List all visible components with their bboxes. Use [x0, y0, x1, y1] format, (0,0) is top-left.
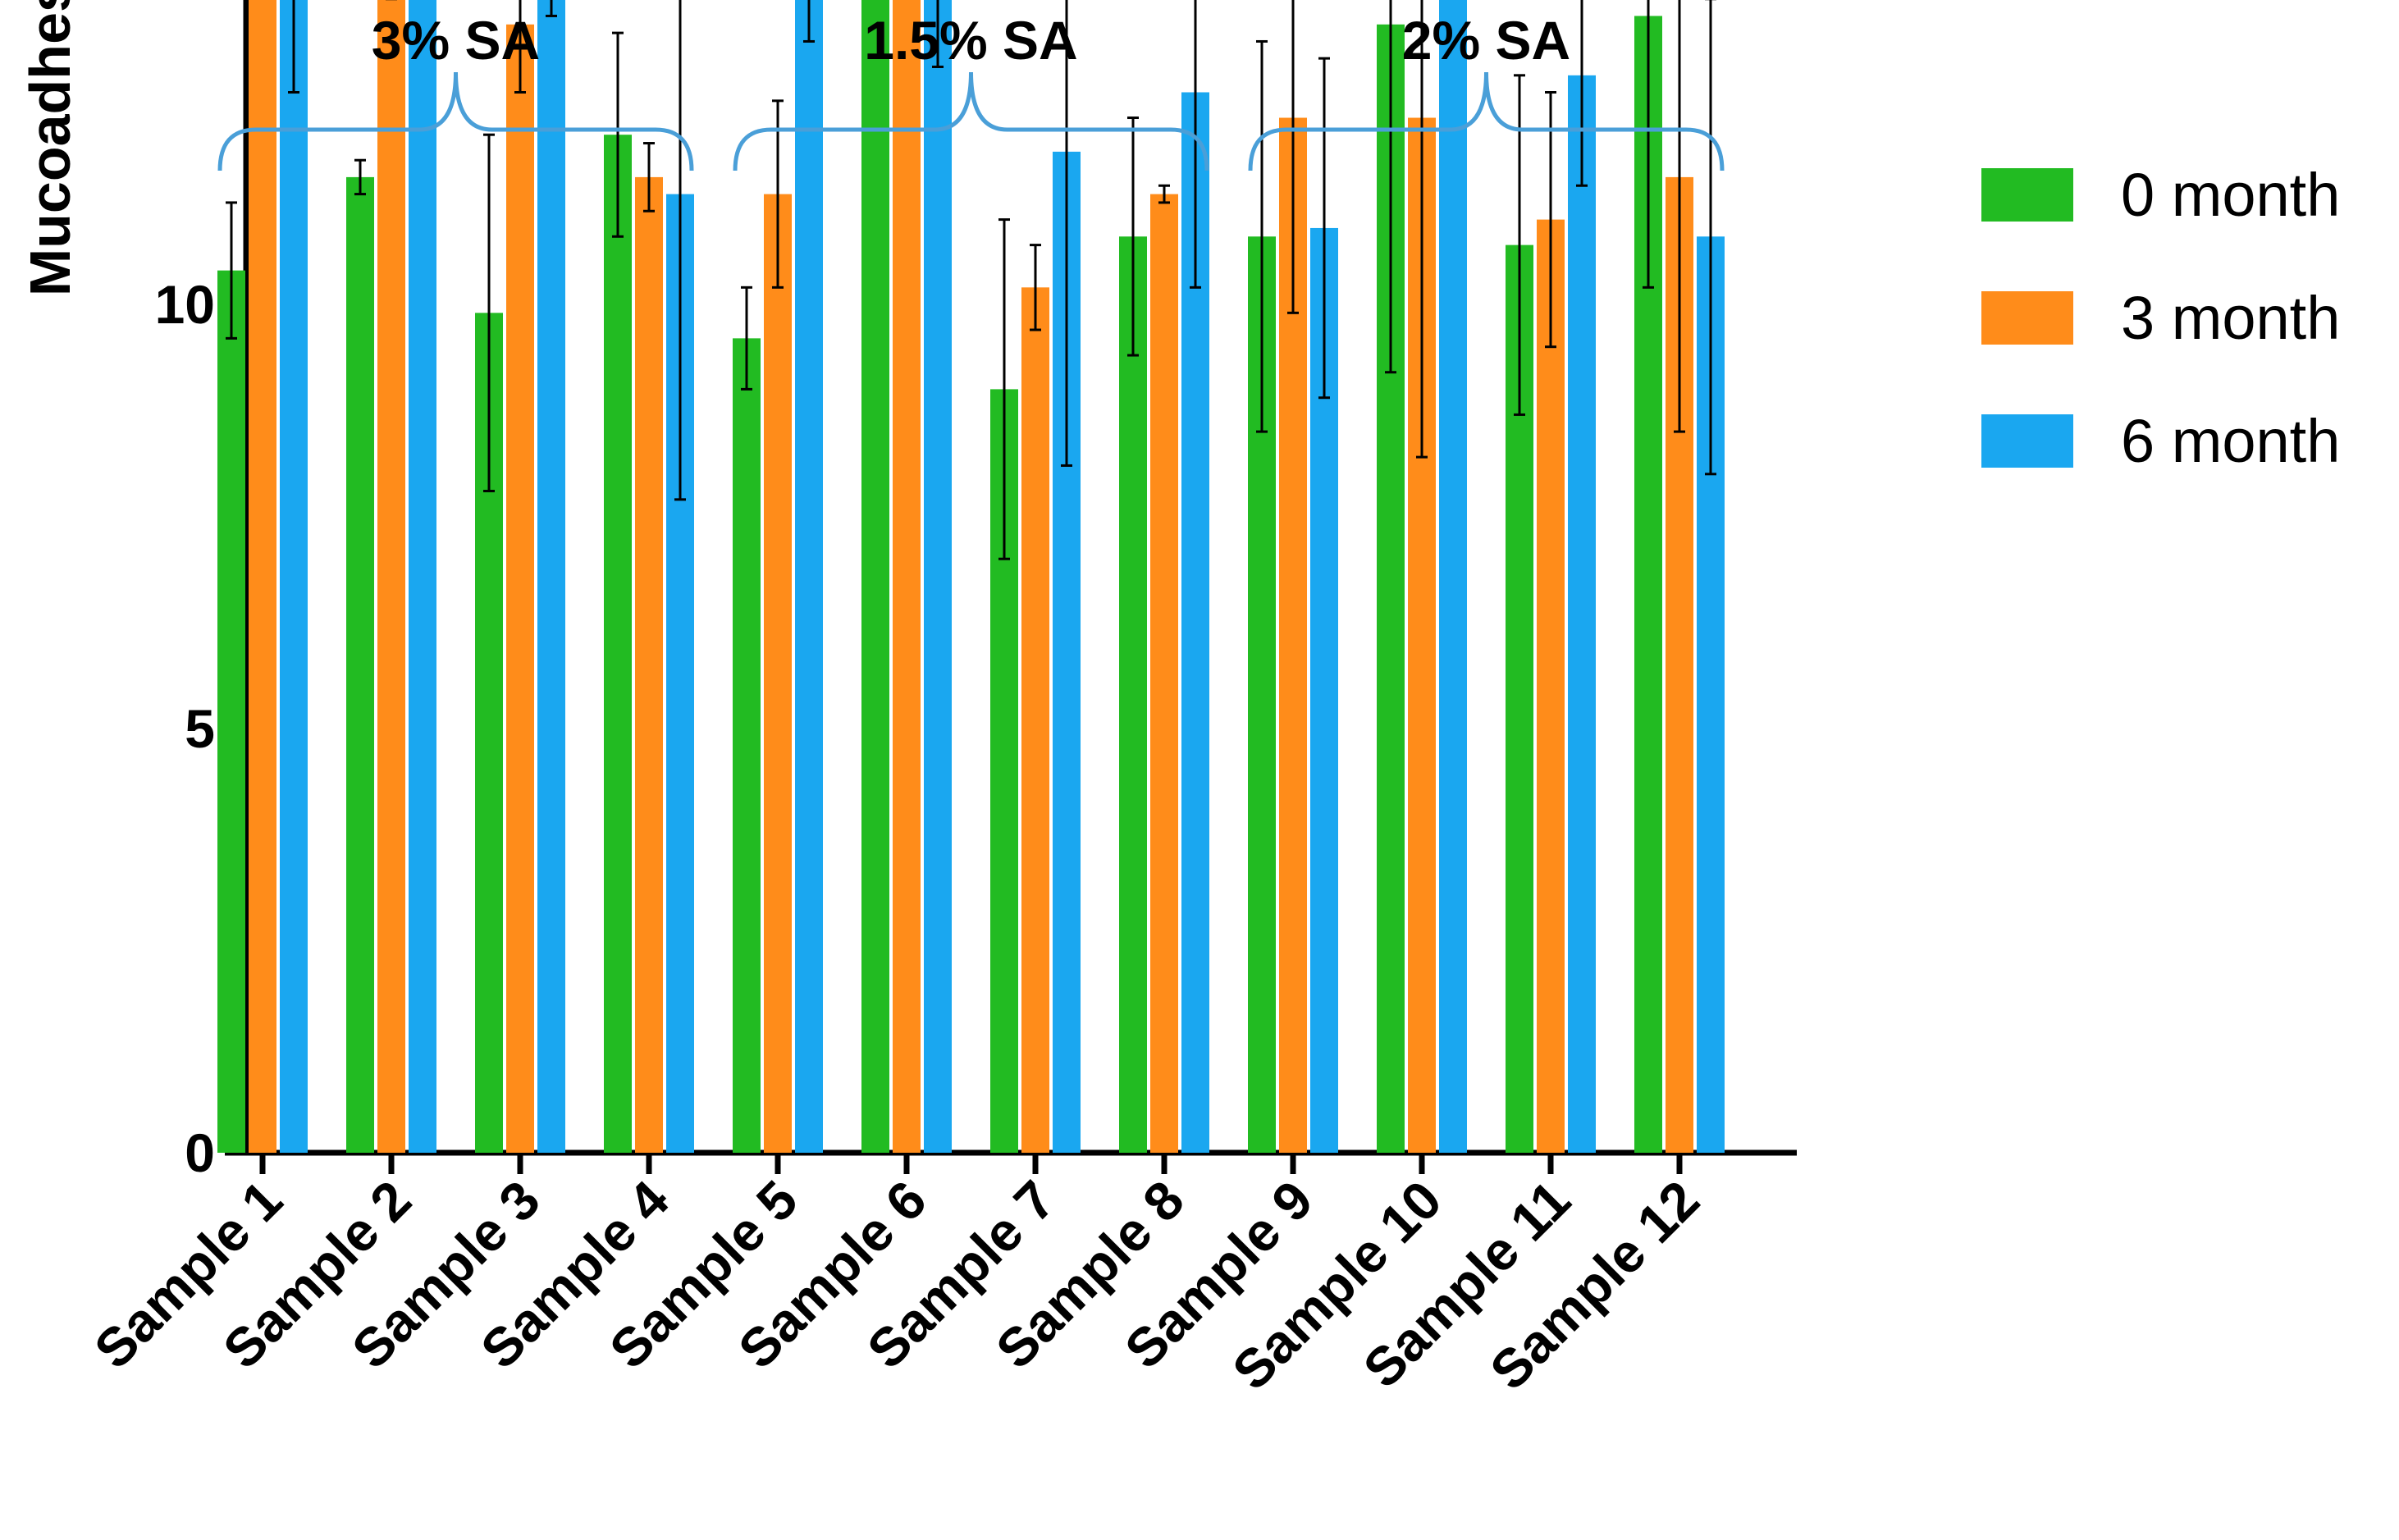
bar-3-month: [377, 0, 405, 1154]
bar-3-month: [1537, 219, 1565, 1154]
bar-6-month: [795, 0, 823, 1153]
group-label: 3% SA: [372, 10, 540, 71]
group-label: 1.5% SA: [864, 10, 1077, 71]
bar-3-month: [1150, 194, 1178, 1154]
group-bracket: [217, 71, 694, 171]
bar-0-month: [733, 338, 761, 1153]
bar-0-month: [604, 135, 632, 1154]
group-label: 2% SA: [1402, 10, 1570, 71]
group-bracket: [733, 71, 1209, 171]
bar-0-month: [346, 176, 374, 1153]
y-tick-label: 10: [155, 274, 215, 335]
bar-0-month: [217, 270, 245, 1153]
bar-3-month: [635, 176, 663, 1153]
bar-6-month: [1568, 75, 1596, 1154]
bar-6-month: [280, 0, 308, 1154]
y-tick-label: 5: [185, 698, 215, 759]
bar-6-month: [409, 0, 436, 1154]
y-axis-label: Mucoadhesion force (N): [18, 0, 82, 296]
bar-6-month: [1439, 0, 1467, 1154]
y-tick-label: 0: [185, 1122, 215, 1183]
bar-3-month: [249, 0, 276, 1154]
bar-3-month: [506, 24, 534, 1153]
legend-swatch: [1981, 414, 2073, 468]
bar-6-month: [924, 0, 952, 1153]
group-bracket: [1248, 71, 1725, 171]
legend-swatch: [1981, 291, 2073, 345]
legend-swatch: [1981, 168, 2073, 222]
bar-0-month: [861, 0, 889, 1153]
bar-3-month: [1021, 287, 1049, 1153]
legend-label: 0 month: [2121, 161, 2340, 229]
legend-label: 3 month: [2121, 284, 2340, 352]
bar-6-month: [537, 0, 565, 1153]
bar-0-month: [1119, 236, 1147, 1153]
bar-3-month: [764, 194, 792, 1154]
bar-3-month: [893, 0, 921, 1154]
legend-label: 6 month: [2121, 407, 2340, 475]
